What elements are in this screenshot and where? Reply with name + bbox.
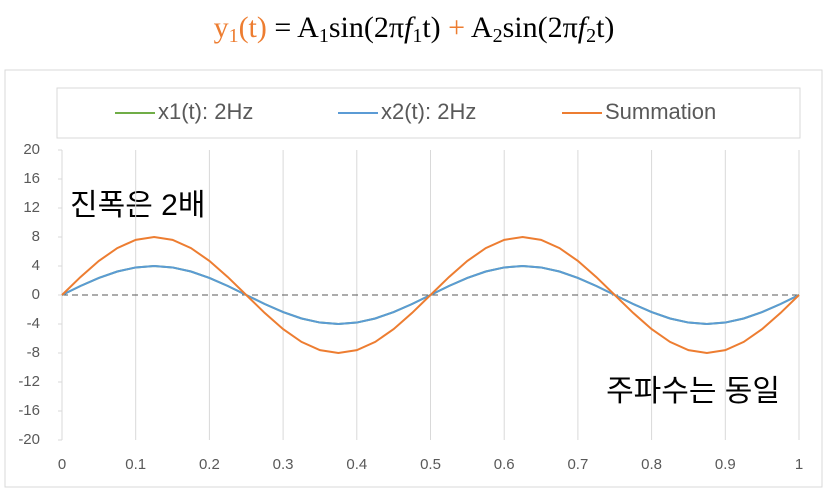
x-tick-label: 0.5 — [420, 456, 441, 473]
x-tick-label: 0.4 — [346, 456, 367, 473]
series-line — [61, 235, 800, 355]
x-tick-label: 0.6 — [494, 456, 515, 473]
title-part: (t) — [239, 11, 267, 44]
annotation: 주파수는 동일 — [606, 375, 780, 408]
x-tick-label: 0.9 — [715, 456, 736, 473]
legend-label: x2(t): 2Hz — [381, 99, 476, 124]
x-tick-label: 0.8 — [641, 456, 662, 473]
x-tick-label: 0.3 — [273, 456, 294, 473]
title-part: 2 — [586, 25, 596, 47]
title-part: 1 — [229, 25, 239, 47]
y-tick-label: -4 — [27, 315, 40, 332]
x-tick-label: 1 — [795, 456, 803, 473]
y-tick-label: 0 — [32, 286, 40, 303]
title-part: A — [465, 11, 493, 44]
annotation: 진폭은 2배 — [70, 189, 205, 222]
y-tick-label: -16 — [18, 402, 40, 419]
x-tick-label: 0.7 — [567, 456, 588, 473]
x-tick-label: 0.1 — [125, 456, 146, 473]
legend-box — [56, 87, 801, 139]
title-part: t) — [422, 11, 448, 44]
y-tick-label: -20 — [18, 431, 40, 448]
title-part: 2 — [493, 25, 503, 47]
chart-title: y1(t) = A1sin(2πf1t) + A2sin(2πf2t) — [214, 11, 615, 47]
legend-label: x1(t): 2Hz — [158, 99, 253, 124]
y-tick-label: 20 — [23, 141, 40, 158]
title-part: sin(2π — [329, 11, 404, 44]
title-part: = A — [267, 11, 319, 44]
title-part: sin(2π — [503, 11, 578, 44]
y-tick-label: 12 — [23, 199, 40, 216]
y-tick-label: 8 — [32, 228, 40, 245]
x-tick-label: 0.2 — [199, 456, 220, 473]
chart-frame — [4, 69, 823, 488]
title-part: t) — [596, 11, 614, 44]
title-part: + — [448, 11, 465, 44]
y-tick-label: 16 — [23, 170, 40, 187]
title-part: 1 — [319, 25, 329, 47]
y-tick-label: 4 — [32, 257, 40, 274]
y-tick-label: -8 — [27, 344, 40, 361]
y-tick-label: -12 — [18, 373, 40, 390]
title-part: y — [214, 11, 229, 44]
title-part: 1 — [412, 25, 422, 47]
x-tick-label: 0 — [58, 456, 66, 473]
legend-label: Summation — [605, 99, 716, 124]
